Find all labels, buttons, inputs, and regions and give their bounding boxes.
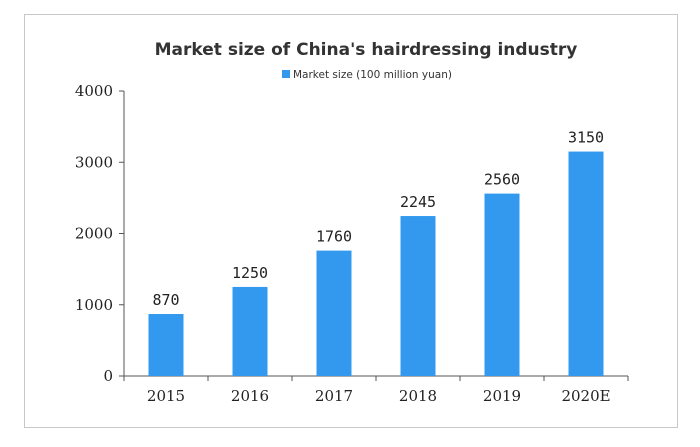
y-tick-label: 3000 xyxy=(75,153,113,171)
bar-2018 xyxy=(400,216,436,376)
data-label-2018: 2245 xyxy=(400,193,436,211)
x-tick-label: 2020E xyxy=(561,387,610,405)
chart-title: Market size of China's hairdressing indu… xyxy=(155,40,578,60)
data-label-2020E: 3150 xyxy=(568,129,604,147)
x-tick-label: 2016 xyxy=(231,387,269,405)
y-tick-label: 0 xyxy=(103,367,113,385)
bars xyxy=(148,151,604,376)
data-labels: 870 1250 1760 2245 2560 3150 xyxy=(152,129,604,309)
bar-2017 xyxy=(316,250,352,376)
bar-2015 xyxy=(148,314,184,376)
data-label-2015: 870 xyxy=(152,291,179,309)
data-label-2016: 1250 xyxy=(232,264,268,282)
bar-2019 xyxy=(484,193,520,376)
x-tick-label: 2015 xyxy=(147,387,185,405)
axes: 0 1000 2000 3000 4000 2015 2016 2017 2018 2019 202… xyxy=(75,82,629,405)
legend-swatch xyxy=(282,70,290,78)
data-label-2017: 1760 xyxy=(316,228,352,246)
y-tick-label: 2000 xyxy=(75,225,113,243)
y-tick-label: 4000 xyxy=(75,82,113,100)
bar-2016 xyxy=(232,286,268,376)
x-tick-label: 2018 xyxy=(399,387,437,405)
y-tick-label: 1000 xyxy=(75,296,113,314)
x-tick-label: 2017 xyxy=(315,387,353,405)
legend-label: Market size (100 million yuan) xyxy=(293,69,452,81)
data-label-2019: 2560 xyxy=(484,171,520,189)
x-tick-label: 2019 xyxy=(483,387,521,405)
legend: Market size (100 million yuan) xyxy=(282,69,452,81)
bar-2020E xyxy=(568,151,604,376)
